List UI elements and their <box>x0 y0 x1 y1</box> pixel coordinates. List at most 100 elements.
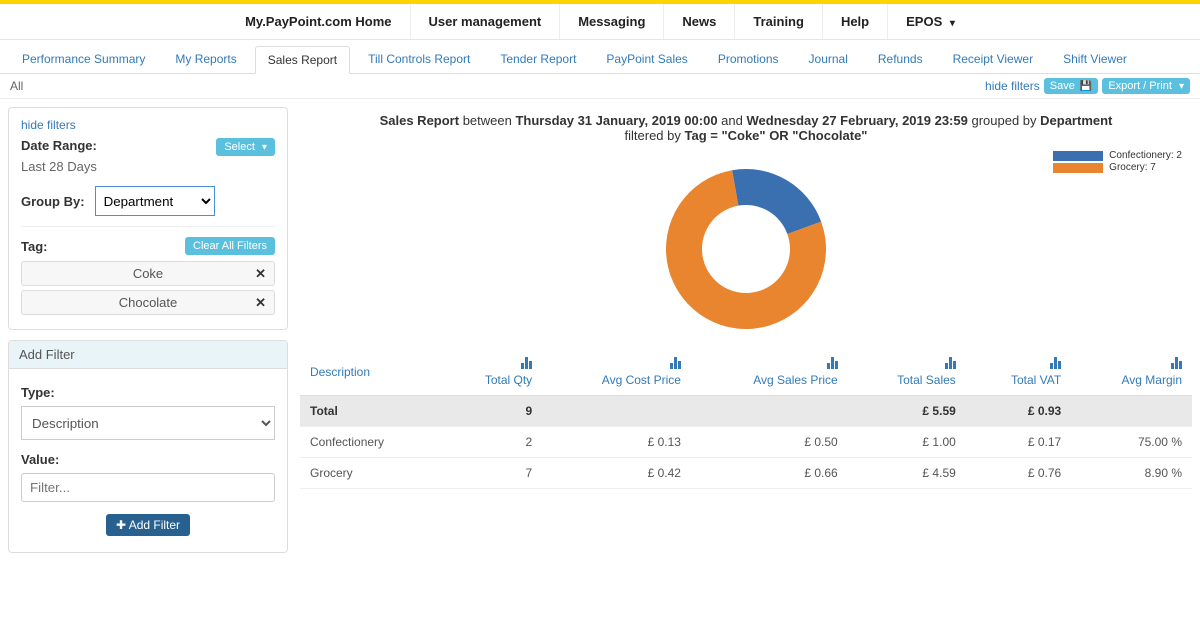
donut-chart-svg <box>656 159 836 339</box>
add-filter-button[interactable]: ✚ Add Filter <box>106 514 190 536</box>
group-by-label: Group By: <box>21 194 85 209</box>
column-header-label: Total VAT <box>1011 373 1061 387</box>
report-title-prefix: Sales Report <box>380 113 459 128</box>
remove-tag-icon[interactable]: ✕ <box>255 266 266 282</box>
chart-icon <box>521 357 532 369</box>
column-header-label: Avg Margin <box>1122 373 1182 387</box>
nav-item-news[interactable]: News <box>664 4 735 39</box>
table-cell: 9 <box>441 396 542 427</box>
chart-icon <box>945 357 956 369</box>
sales-table: Description Total Qty Avg Cost Price Avg Sa… <box>300 349 1192 489</box>
column-header-label: Avg Sales Price <box>753 373 838 387</box>
remove-tag-icon[interactable]: ✕ <box>255 295 266 311</box>
table-total-row: Total9 £ 5.59£ 0.93 <box>300 396 1192 427</box>
tab-paypoint-sales[interactable]: PayPoint Sales <box>594 46 699 73</box>
report-main: Sales Report between Thursday 31 January… <box>300 107 1192 563</box>
column-header[interactable]: Description <box>300 349 441 396</box>
legend-swatch <box>1053 163 1103 173</box>
chart-icon <box>1171 357 1182 369</box>
tab-journal[interactable]: Journal <box>797 46 860 73</box>
hide-filters-link[interactable]: hide filters <box>21 118 275 132</box>
clear-all-filters-button[interactable]: Clear All Filters <box>185 237 275 255</box>
table-cell <box>691 396 848 427</box>
legend-label: Grocery: 7 <box>1109 162 1156 173</box>
tab-receipt-viewer[interactable]: Receipt Viewer <box>941 46 1045 73</box>
date-range-select-button[interactable]: Select ▾ <box>216 138 275 156</box>
table-cell <box>1071 396 1192 427</box>
chevron-down-icon: ▾ <box>1179 81 1184 92</box>
column-header-label: Total Sales <box>897 373 956 387</box>
tab-sales-report[interactable]: Sales Report <box>255 46 350 74</box>
separator <box>21 226 275 227</box>
table-cell: £ 0.93 <box>966 396 1071 427</box>
date-range-label: Date Range: <box>21 138 97 153</box>
tab-refunds[interactable]: Refunds <box>866 46 935 73</box>
plus-icon: ✚ <box>116 518 126 532</box>
donut-chart: Confectionery: 2Grocery: 7 <box>300 149 1192 349</box>
legend-swatch <box>1053 151 1103 161</box>
column-header[interactable]: Avg Margin <box>1071 349 1192 396</box>
filter-value-label: Value: <box>21 452 275 467</box>
table-cell: Confectionery <box>300 427 441 458</box>
table-cell: £ 0.42 <box>542 458 691 489</box>
add-filter-header: Add Filter <box>9 341 287 369</box>
nav-item-user-management[interactable]: User management <box>411 4 561 39</box>
tab-performance-summary[interactable]: Performance Summary <box>10 46 157 73</box>
column-header[interactable]: Total VAT <box>966 349 1071 396</box>
export-print-label: Export / Print <box>1108 80 1172 92</box>
table-cell: £ 5.59 <box>848 396 966 427</box>
chart-icon <box>1050 357 1061 369</box>
nav-item-epos[interactable]: EPOS ▾ <box>888 4 973 39</box>
tab-tender-report[interactable]: Tender Report <box>488 46 588 73</box>
table-cell: 75.00 % <box>1071 427 1192 458</box>
tab-till-controls-report[interactable]: Till Controls Report <box>356 46 482 73</box>
chevron-down-icon: ▾ <box>262 142 267 153</box>
date-range-value: Last 28 Days <box>21 159 275 174</box>
donut-slice-confectionery <box>732 169 821 234</box>
column-header[interactable]: Total Sales <box>848 349 966 396</box>
legend-item: Confectionery: 2 <box>1053 150 1182 161</box>
column-header[interactable]: Avg Cost Price <box>542 349 691 396</box>
table-cell: £ 0.76 <box>966 458 1071 489</box>
sub-toolbar: All hide filters Save 💾 Export / Print ▾ <box>0 74 1200 99</box>
filter-value-input[interactable] <box>21 473 275 502</box>
group-by-select[interactable]: Department <box>95 186 215 216</box>
nav-item-messaging[interactable]: Messaging <box>560 4 664 39</box>
filter-tag-chip: Coke ✕ <box>21 261 275 286</box>
column-header-label: Description <box>310 365 370 379</box>
table-cell: 7 <box>441 458 542 489</box>
legend-item: Grocery: 7 <box>1053 162 1182 173</box>
table-cell: £ 0.13 <box>542 427 691 458</box>
column-header[interactable]: Avg Sales Price <box>691 349 848 396</box>
legend-label: Confectionery: 2 <box>1109 150 1182 161</box>
filters-panel: hide filters Date Range: Select ▾ Last 2… <box>8 107 288 330</box>
column-header[interactable]: Total Qty <box>441 349 542 396</box>
chevron-down-icon: ▾ <box>950 18 955 29</box>
table-cell: £ 4.59 <box>848 458 966 489</box>
filter-tag-label: Coke <box>133 266 163 281</box>
nav-item-my-paypoint-com-home[interactable]: My.PayPoint.com Home <box>227 4 410 39</box>
column-header-label: Avg Cost Price <box>602 373 681 387</box>
tab-promotions[interactable]: Promotions <box>706 46 791 73</box>
primary-nav: My.PayPoint.com HomeUser managementMessa… <box>0 4 1200 40</box>
save-button[interactable]: Save 💾 <box>1044 78 1099 94</box>
tag-label: Tag: <box>21 239 47 254</box>
hide-filters-link-top[interactable]: hide filters <box>985 79 1040 93</box>
tab-my-reports[interactable]: My Reports <box>163 46 248 73</box>
nav-item-training[interactable]: Training <box>735 4 823 39</box>
table-row: Grocery7£ 0.42£ 0.66£ 4.59£ 0.768.90 % <box>300 458 1192 489</box>
table-cell: £ 1.00 <box>848 427 966 458</box>
select-button-label: Select <box>224 141 255 153</box>
filter-tag-chip: Chocolate✕ <box>21 290 275 315</box>
breadcrumb-all[interactable]: All <box>10 79 23 93</box>
table-cell: Total <box>300 396 441 427</box>
table-cell: £ 0.17 <box>966 427 1071 458</box>
nav-item-help[interactable]: Help <box>823 4 888 39</box>
filters-sidebar: hide filters Date Range: Select ▾ Last 2… <box>8 107 288 563</box>
column-header-label: Total Qty <box>485 373 532 387</box>
filter-type-label: Type: <box>21 385 275 400</box>
export-print-button[interactable]: Export / Print ▾ <box>1102 78 1190 94</box>
filter-type-select[interactable]: Description <box>21 406 275 440</box>
chart-icon <box>670 357 681 369</box>
tab-shift-viewer[interactable]: Shift Viewer <box>1051 46 1139 73</box>
